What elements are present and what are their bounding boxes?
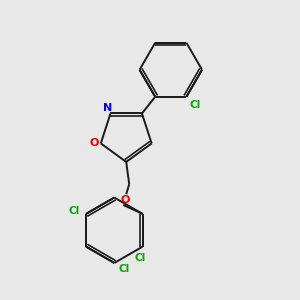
Text: Cl: Cl [134,253,145,263]
Text: Cl: Cl [68,206,80,216]
Text: N: N [103,103,112,113]
Text: O: O [90,138,99,148]
Text: Cl: Cl [190,100,201,110]
Text: Cl: Cl [119,264,130,274]
Text: O: O [120,195,129,205]
